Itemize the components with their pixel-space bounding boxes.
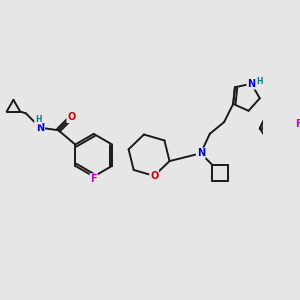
Text: F: F: [90, 174, 97, 184]
Text: O: O: [67, 112, 76, 122]
Text: F: F: [295, 119, 300, 129]
Text: N: N: [36, 123, 44, 133]
Text: N: N: [196, 148, 205, 158]
Text: N: N: [247, 79, 255, 89]
Text: H: H: [256, 77, 263, 86]
Text: H: H: [35, 115, 41, 124]
Text: O: O: [150, 171, 158, 181]
